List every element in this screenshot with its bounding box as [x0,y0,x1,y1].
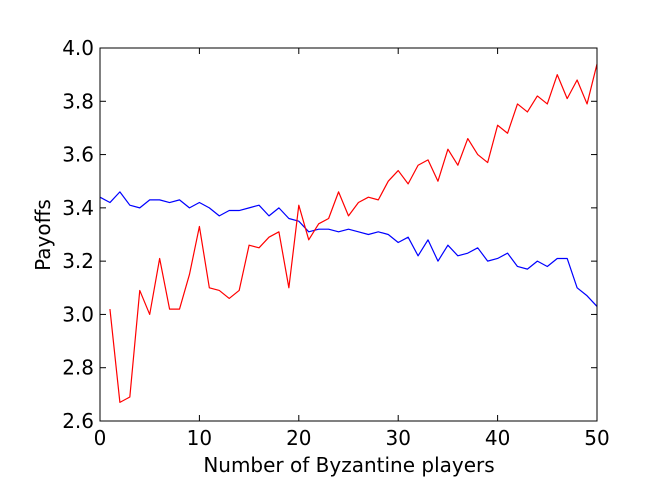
y-tick-label: 3.8 [62,89,94,113]
x-tick-label: 10 [187,426,212,450]
y-tick-label: 3.4 [62,196,94,220]
x-tick-label: 20 [286,426,311,450]
y-tick-label: 4.0 [62,36,94,60]
x-tick-label: 40 [485,426,510,450]
x-tick-label: 0 [94,426,107,450]
y-tick-label: 3.2 [62,249,94,273]
plot-border [99,47,598,422]
series-line-2 [109,63,598,403]
y-tick-label: 2.8 [62,356,94,380]
y-axis-title: Payoffs [31,199,55,271]
y-tick-label: 3.0 [62,302,94,326]
x-axis-title: Number of Byzantine players [203,453,494,477]
x-tick-label: 50 [584,426,609,450]
tick-layer: 0 10 20 30 40 50 2.6 2.8 3.0 3.2 3.4 3.6 3.8 4.0 [62,36,610,450]
series-layer [99,63,598,403]
series-line-1 [99,191,598,307]
plot-frame [99,47,598,422]
y-tick-label: 2.6 [62,409,94,433]
x-tick-label: 30 [385,426,410,450]
y-tick-label: 3.6 [62,143,94,167]
